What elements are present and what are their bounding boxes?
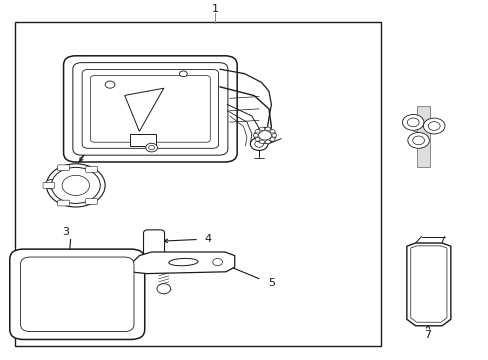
FancyBboxPatch shape (73, 63, 227, 155)
Circle shape (62, 175, 89, 195)
Circle shape (179, 71, 187, 77)
Polygon shape (124, 88, 163, 131)
Circle shape (145, 143, 157, 152)
Text: 2: 2 (424, 108, 430, 118)
FancyBboxPatch shape (90, 76, 210, 142)
Circle shape (407, 118, 418, 127)
Circle shape (265, 127, 270, 131)
Circle shape (254, 141, 263, 147)
FancyBboxPatch shape (58, 200, 69, 206)
FancyBboxPatch shape (85, 198, 97, 204)
FancyBboxPatch shape (20, 257, 134, 332)
Ellipse shape (168, 258, 198, 266)
FancyBboxPatch shape (143, 230, 164, 256)
Circle shape (157, 284, 170, 294)
Circle shape (407, 132, 428, 148)
FancyBboxPatch shape (129, 134, 156, 146)
Circle shape (427, 122, 439, 130)
Circle shape (259, 140, 264, 144)
Polygon shape (410, 246, 446, 322)
Circle shape (402, 114, 423, 130)
Polygon shape (120, 252, 234, 274)
Circle shape (423, 118, 444, 134)
Circle shape (148, 145, 154, 150)
FancyBboxPatch shape (10, 249, 144, 339)
FancyBboxPatch shape (85, 167, 97, 172)
Text: 3: 3 (62, 227, 69, 237)
Circle shape (255, 130, 260, 133)
Text: 4: 4 (204, 234, 211, 244)
FancyBboxPatch shape (63, 56, 237, 162)
Circle shape (45, 180, 58, 189)
Circle shape (259, 127, 264, 131)
Circle shape (269, 138, 274, 141)
Text: 6: 6 (82, 139, 89, 149)
Circle shape (212, 258, 222, 266)
Circle shape (51, 167, 100, 203)
Bar (15, 22, 381, 346)
Bar (416, 106, 429, 167)
FancyBboxPatch shape (58, 165, 69, 171)
Circle shape (258, 131, 271, 140)
Circle shape (269, 130, 274, 133)
Circle shape (412, 136, 424, 145)
Text: 1: 1 (211, 4, 218, 14)
Text: 5: 5 (267, 278, 274, 288)
Polygon shape (406, 243, 450, 326)
Circle shape (271, 134, 276, 137)
FancyBboxPatch shape (43, 183, 55, 188)
Circle shape (46, 164, 105, 207)
FancyBboxPatch shape (82, 69, 218, 148)
Circle shape (250, 138, 267, 150)
Circle shape (265, 140, 270, 144)
Text: 7: 7 (424, 330, 430, 340)
Circle shape (255, 138, 260, 141)
Circle shape (254, 127, 275, 143)
Circle shape (253, 134, 258, 137)
Circle shape (105, 81, 115, 88)
